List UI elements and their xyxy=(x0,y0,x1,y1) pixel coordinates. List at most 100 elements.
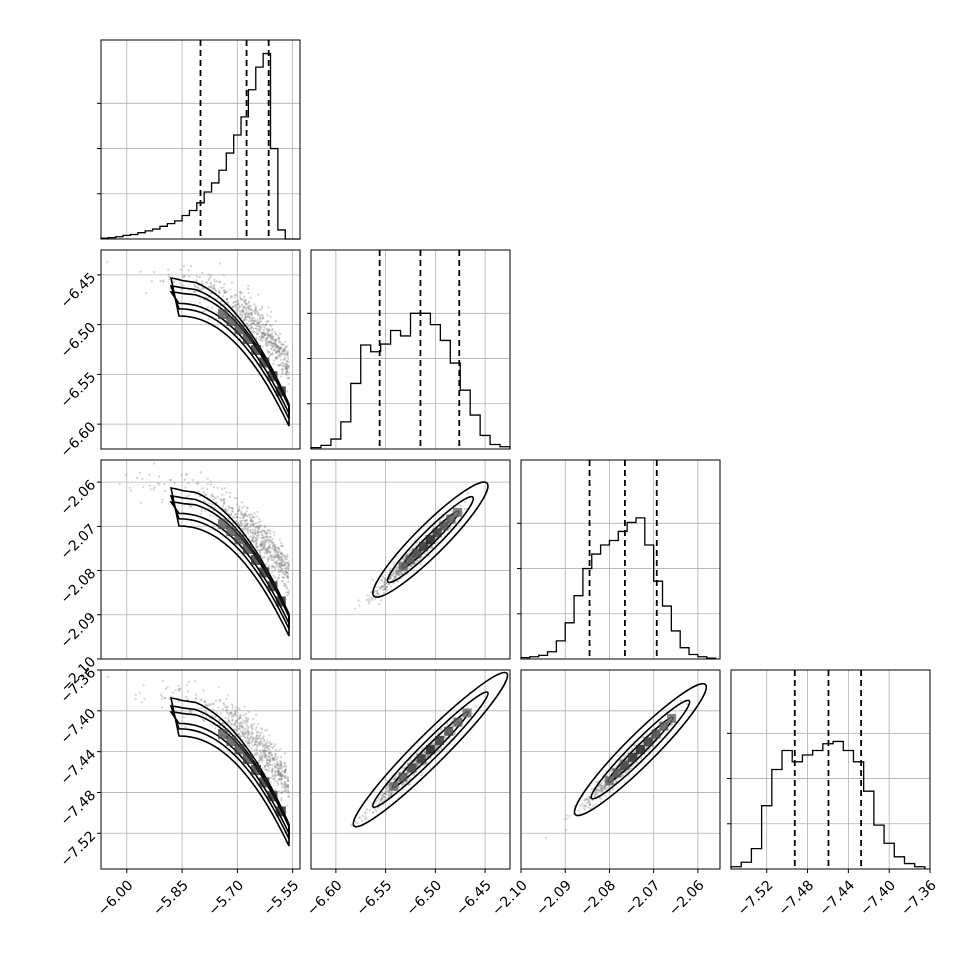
scatter-point xyxy=(203,700,206,703)
scatter-point xyxy=(401,782,404,785)
scatter-point xyxy=(381,585,384,588)
scatter-point xyxy=(200,699,203,702)
scatter-point xyxy=(230,711,233,714)
density-block xyxy=(398,562,408,572)
scatter-point xyxy=(276,364,280,367)
scatter-point xyxy=(245,716,248,719)
scatter-point xyxy=(595,780,598,784)
scatter-point xyxy=(236,515,239,518)
scatter-point xyxy=(385,585,388,588)
scatter-point xyxy=(269,743,272,746)
scatter-point xyxy=(277,563,280,566)
scatter-point xyxy=(263,766,267,769)
scatter-point xyxy=(271,544,274,547)
scatter-point xyxy=(272,335,275,338)
scatter-point xyxy=(283,348,286,351)
scatter-point xyxy=(267,762,270,766)
scatter-point xyxy=(264,756,267,759)
scatter-point xyxy=(287,357,290,360)
scatter-point xyxy=(274,548,277,551)
scatter-point xyxy=(246,734,249,737)
scatter-point xyxy=(243,317,246,321)
scatter-point xyxy=(187,680,190,684)
scatter-point xyxy=(247,301,250,304)
scatter-point xyxy=(262,324,265,327)
scatter-point xyxy=(282,560,285,563)
scatter-point xyxy=(250,540,253,543)
scatter-point xyxy=(213,286,216,289)
scatter-point xyxy=(251,528,254,531)
scatter-point xyxy=(244,316,247,319)
scatter-point xyxy=(263,542,266,545)
scatter-point xyxy=(268,564,271,567)
scatter-point xyxy=(264,334,267,337)
scatter-point xyxy=(255,734,258,737)
scatter-point xyxy=(278,773,281,777)
scatter-point xyxy=(269,315,272,318)
scatter-point xyxy=(251,319,254,323)
scatter-point xyxy=(216,311,219,314)
scatter-point xyxy=(267,555,270,559)
scatter-point xyxy=(437,749,440,753)
scatter-point xyxy=(255,526,258,529)
scatter-point xyxy=(267,334,270,337)
scatter-point xyxy=(225,491,228,494)
scatter-point xyxy=(212,498,215,501)
scatter-point xyxy=(270,743,273,746)
scatter-point xyxy=(384,792,387,795)
scatter-point xyxy=(383,579,386,582)
scatter-point xyxy=(265,535,268,538)
scatter-point xyxy=(239,297,242,300)
scatter-point xyxy=(282,554,285,557)
scatter-point xyxy=(395,775,398,778)
scatter-point xyxy=(238,306,241,309)
scatter-point xyxy=(255,743,258,746)
scatter-point xyxy=(250,735,253,738)
scatter-point xyxy=(269,337,272,340)
scatter-point xyxy=(251,531,255,534)
scatter-point xyxy=(274,339,277,342)
scatter-point xyxy=(259,317,262,320)
scatter-point xyxy=(236,515,239,518)
scatter-point xyxy=(267,752,270,755)
scatter-point xyxy=(247,710,250,713)
scatter-point xyxy=(255,541,258,545)
scatter-point xyxy=(222,274,225,277)
scatter-point xyxy=(266,314,269,317)
density-block xyxy=(275,596,286,607)
scatter-point xyxy=(277,350,280,353)
scatter-point xyxy=(259,543,262,546)
scatter-point xyxy=(283,769,286,773)
scatter-point xyxy=(285,557,288,560)
scatter-point xyxy=(142,485,145,489)
scatter-point xyxy=(587,801,591,804)
scatter-point xyxy=(267,747,270,751)
scatter-point xyxy=(276,562,279,565)
scatter-point xyxy=(283,770,286,774)
scatter-point xyxy=(180,474,183,477)
scatter-point xyxy=(382,793,385,796)
scatter-point xyxy=(286,785,289,788)
scatter-point xyxy=(241,726,244,729)
scatter-point xyxy=(281,579,284,583)
scatter-point xyxy=(599,783,603,786)
scatter-point xyxy=(186,698,189,701)
scatter-point xyxy=(272,345,275,348)
scatter-point xyxy=(259,326,262,329)
scatter-point xyxy=(224,507,227,510)
scatter-point xyxy=(161,706,164,709)
scatter-point xyxy=(229,296,232,299)
scatter-point xyxy=(398,571,401,574)
scatter-point xyxy=(266,546,269,550)
scatter-point xyxy=(198,495,201,498)
scatter-point xyxy=(279,342,282,345)
scatter-point xyxy=(240,310,243,313)
scatter-point xyxy=(400,573,403,576)
scatter-point xyxy=(286,576,289,579)
scatter-point xyxy=(277,576,280,580)
scatter-point xyxy=(247,325,250,328)
scatter-point xyxy=(596,793,599,796)
density-block xyxy=(444,726,454,736)
scatter-point xyxy=(268,354,271,357)
scatter-point xyxy=(215,501,218,504)
